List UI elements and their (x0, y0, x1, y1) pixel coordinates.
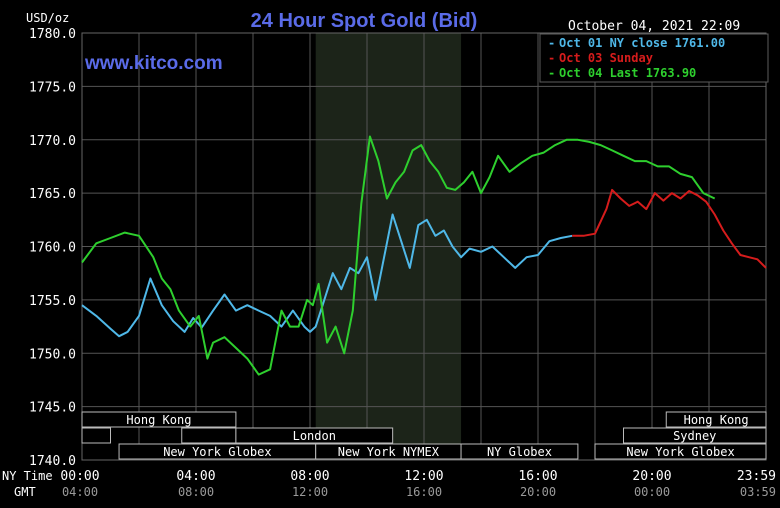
timestamp: October 04, 2021 22:09 (568, 19, 740, 34)
axis-layer: 1780.0 1775.0 1770.0 1765.0 1760.0 1755.0 1750… (29, 27, 776, 499)
y-tick-label: 1760.0 (29, 241, 76, 256)
session-label: New York Globex (626, 445, 734, 459)
series-line-2 (572, 188, 767, 269)
session-box (460, 443, 579, 460)
session-box (623, 427, 767, 444)
legend-label-series-3: Oct 04 Last 1763.90 (559, 66, 696, 80)
x-tick-label-gmt: 04:00 (62, 485, 98, 499)
session-label: New York Globex (163, 445, 271, 459)
legend-label-series-2: Oct 03 Sunday (559, 51, 653, 65)
y-tick-label: 1745.0 (29, 401, 76, 416)
session-box (235, 427, 394, 444)
session-box (665, 411, 767, 428)
legend-marker-series-1: - (548, 36, 555, 50)
legend-label-series-1: Oct 01 NY close 1761.00 (559, 36, 725, 50)
series-layer (81, 135, 767, 376)
legend-marker-series-2: - (548, 51, 555, 65)
x-tick-label-ny: 23:59 (737, 469, 776, 484)
session-label: Hong Kong (684, 413, 749, 427)
x-tick-label-gmt: 00:00 (634, 485, 670, 499)
session-label: Hong Kong (126, 413, 191, 427)
plot-frame (81, 32, 767, 461)
chart-title: 24 Hour Spot Gold (Bid) (251, 10, 478, 32)
x-tick-label-gmt: 20:00 (520, 485, 556, 499)
x-tick-label-ny: 04:00 (176, 469, 215, 484)
x-tick-label-gmt: 16:00 (406, 485, 442, 499)
session-label: London (293, 429, 336, 443)
x-row-label-gmt: GMT (14, 485, 36, 499)
session-label: NY Globex (487, 445, 552, 459)
session-box (81, 427, 111, 444)
x-tick-label-ny: 00:00 (60, 469, 99, 484)
x-tick-label-ny: 08:00 (290, 469, 329, 484)
x-tick-label-ny: 16:00 (518, 469, 557, 484)
market-session-layer: Hong Kong London New York Globex New York N… (81, 411, 767, 460)
y-tick-label: 1750.0 (29, 347, 76, 362)
session-label: New York NYMEX (338, 445, 440, 459)
session-box (181, 427, 237, 444)
y-tick-label: 1755.0 (29, 294, 76, 309)
session-box (81, 411, 237, 428)
y-tick-label: 1775.0 (29, 80, 76, 95)
session-box (594, 443, 767, 460)
series-line-3 (81, 135, 716, 376)
x-tick-label-ny: 20:00 (632, 469, 671, 484)
x-row-label-ny-time: NY Time (2, 469, 53, 483)
legend-box (539, 33, 769, 83)
y-tick-label: 1765.0 (29, 187, 76, 202)
x-tick-label-gmt: 03:59 (740, 485, 776, 499)
watermark-url[interactable]: www.kitco.com (84, 53, 223, 74)
grid-layer (81, 32, 767, 461)
y-axis-unit-label: USD/oz (26, 11, 69, 25)
legend-marker-series-3: - (548, 66, 555, 80)
legend: - Oct 01 NY close 1761.00 - Oct 03 Sunda… (539, 33, 769, 83)
y-tick-label: 1740.0 (29, 454, 76, 469)
series-line-1 (81, 213, 573, 338)
y-tick-label: 1780.0 (29, 27, 76, 42)
session-label: Sydney (673, 429, 716, 443)
x-tick-label-ny: 12:00 (404, 469, 443, 484)
x-tick-label-gmt: 12:00 (292, 485, 328, 499)
x-tick-label-gmt: 08:00 (178, 485, 214, 499)
y-tick-label: 1770.0 (29, 134, 76, 149)
